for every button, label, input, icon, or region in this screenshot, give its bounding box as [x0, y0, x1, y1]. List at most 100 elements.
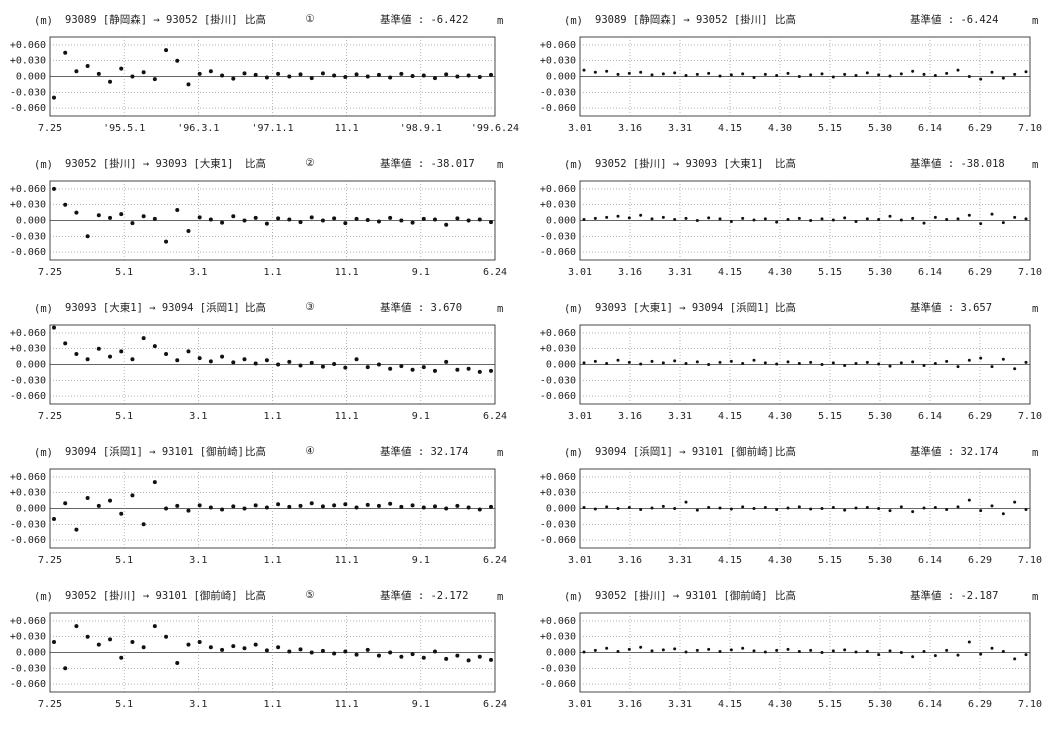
- data-point: [220, 507, 225, 512]
- data-point: [444, 359, 449, 364]
- data-point: [309, 76, 314, 81]
- data-point: [164, 634, 169, 639]
- data-point: [242, 506, 247, 511]
- y-unit: (m): [34, 303, 53, 315]
- data-point: [466, 658, 471, 663]
- data-point: [605, 646, 609, 650]
- data-point: [945, 648, 949, 652]
- data-point: [956, 653, 960, 657]
- y-tick-label: 0.000: [546, 72, 576, 83]
- x-tick-label: 3.31: [668, 699, 692, 710]
- data-point: [616, 358, 620, 362]
- x-tick-label: 3.01: [568, 123, 592, 134]
- data-point: [410, 73, 415, 78]
- y-tick-label: -0.060: [10, 103, 46, 114]
- data-point: [956, 505, 960, 509]
- data-point: [354, 505, 359, 510]
- x-tick-label: 4.30: [768, 267, 792, 278]
- data-point: [627, 216, 631, 220]
- data-point: [741, 216, 745, 220]
- data-point: [141, 522, 146, 527]
- data-point: [616, 72, 620, 76]
- data-point: [911, 216, 915, 220]
- data-point: [1024, 508, 1028, 512]
- data-point: [197, 215, 202, 220]
- panel-title: 93052 [掛川] → 93101 [御前崎]: [595, 589, 768, 602]
- data-point: [684, 73, 688, 77]
- y-unit: (m): [564, 15, 583, 27]
- data-point: [365, 502, 370, 507]
- data-point: [96, 346, 101, 351]
- x-tick-label: '96.3.1: [177, 123, 219, 134]
- data-point: [108, 79, 113, 84]
- y-tick-label: +0.060: [10, 616, 46, 627]
- data-point: [276, 71, 281, 76]
- y-unit-right: m: [1032, 159, 1038, 171]
- data-point: [264, 75, 269, 80]
- data-point: [152, 77, 157, 82]
- data-point: [343, 75, 348, 80]
- data-point: [320, 364, 325, 369]
- x-tick-label: '99.6.24: [471, 123, 519, 134]
- data-point: [175, 58, 180, 63]
- data-point: [253, 503, 258, 508]
- data-point: [63, 666, 68, 671]
- data-point: [582, 68, 586, 72]
- data-point: [1001, 221, 1005, 225]
- x-tick-label: '98.9.1: [400, 123, 442, 134]
- data-point: [489, 657, 493, 662]
- data-point: [108, 215, 113, 220]
- data-point: [809, 648, 813, 652]
- data-point: [877, 507, 881, 510]
- x-tick-label: 11.1: [335, 267, 359, 278]
- data-point: [253, 642, 258, 647]
- data-point: [489, 220, 493, 225]
- y-tick-label: -0.030: [540, 231, 576, 242]
- data-point: [967, 75, 971, 78]
- data-point: [979, 652, 983, 656]
- y-tick-label: +0.030: [540, 344, 576, 355]
- y-tick-label: +0.060: [540, 472, 576, 483]
- data-point: [1013, 72, 1017, 76]
- data-point: [593, 507, 597, 511]
- y-unit-right: m: [497, 159, 503, 171]
- x-tick-label: 1.1: [263, 267, 281, 278]
- data-point: [820, 363, 824, 366]
- data-point: [444, 506, 449, 511]
- data-point: [979, 222, 983, 226]
- y-tick-label: -0.060: [10, 679, 46, 690]
- data-point: [298, 503, 303, 508]
- x-tick-label: 3.16: [618, 123, 642, 134]
- data-point: [455, 74, 460, 79]
- y-tick-label: -0.060: [540, 247, 576, 258]
- data-point: [388, 650, 393, 655]
- x-tick-label: 7.25: [38, 123, 62, 134]
- x-tick-label: 7.10: [1018, 411, 1042, 422]
- x-tick-label: 3.16: [618, 555, 642, 566]
- data-point: [650, 506, 654, 510]
- data-point: [208, 359, 213, 364]
- data-point: [298, 647, 303, 652]
- data-point: [865, 505, 869, 509]
- data-point: [444, 656, 449, 661]
- data-point: [388, 215, 393, 220]
- data-point: [673, 647, 677, 651]
- data-point: [729, 648, 733, 652]
- data-point: [119, 212, 124, 217]
- x-tick-label: 5.1: [115, 699, 133, 710]
- y-tick-label: +0.060: [540, 184, 576, 195]
- reference-value: 基準値 : 32.174: [380, 445, 468, 458]
- data-point: [990, 365, 994, 369]
- data-point: [108, 354, 113, 359]
- data-point: [108, 637, 113, 642]
- panel-title: 93094 [浜岡1] → 93101 [御前崎]: [65, 445, 244, 458]
- x-tick-label: 3.1: [189, 411, 207, 422]
- data-point: [605, 361, 609, 365]
- data-point: [175, 661, 180, 666]
- data-point: [399, 71, 404, 76]
- data-point: [673, 507, 677, 510]
- x-tick-label: 6.14: [918, 123, 942, 134]
- data-point: [763, 217, 767, 221]
- data-point: [52, 186, 56, 191]
- data-point: [831, 649, 835, 653]
